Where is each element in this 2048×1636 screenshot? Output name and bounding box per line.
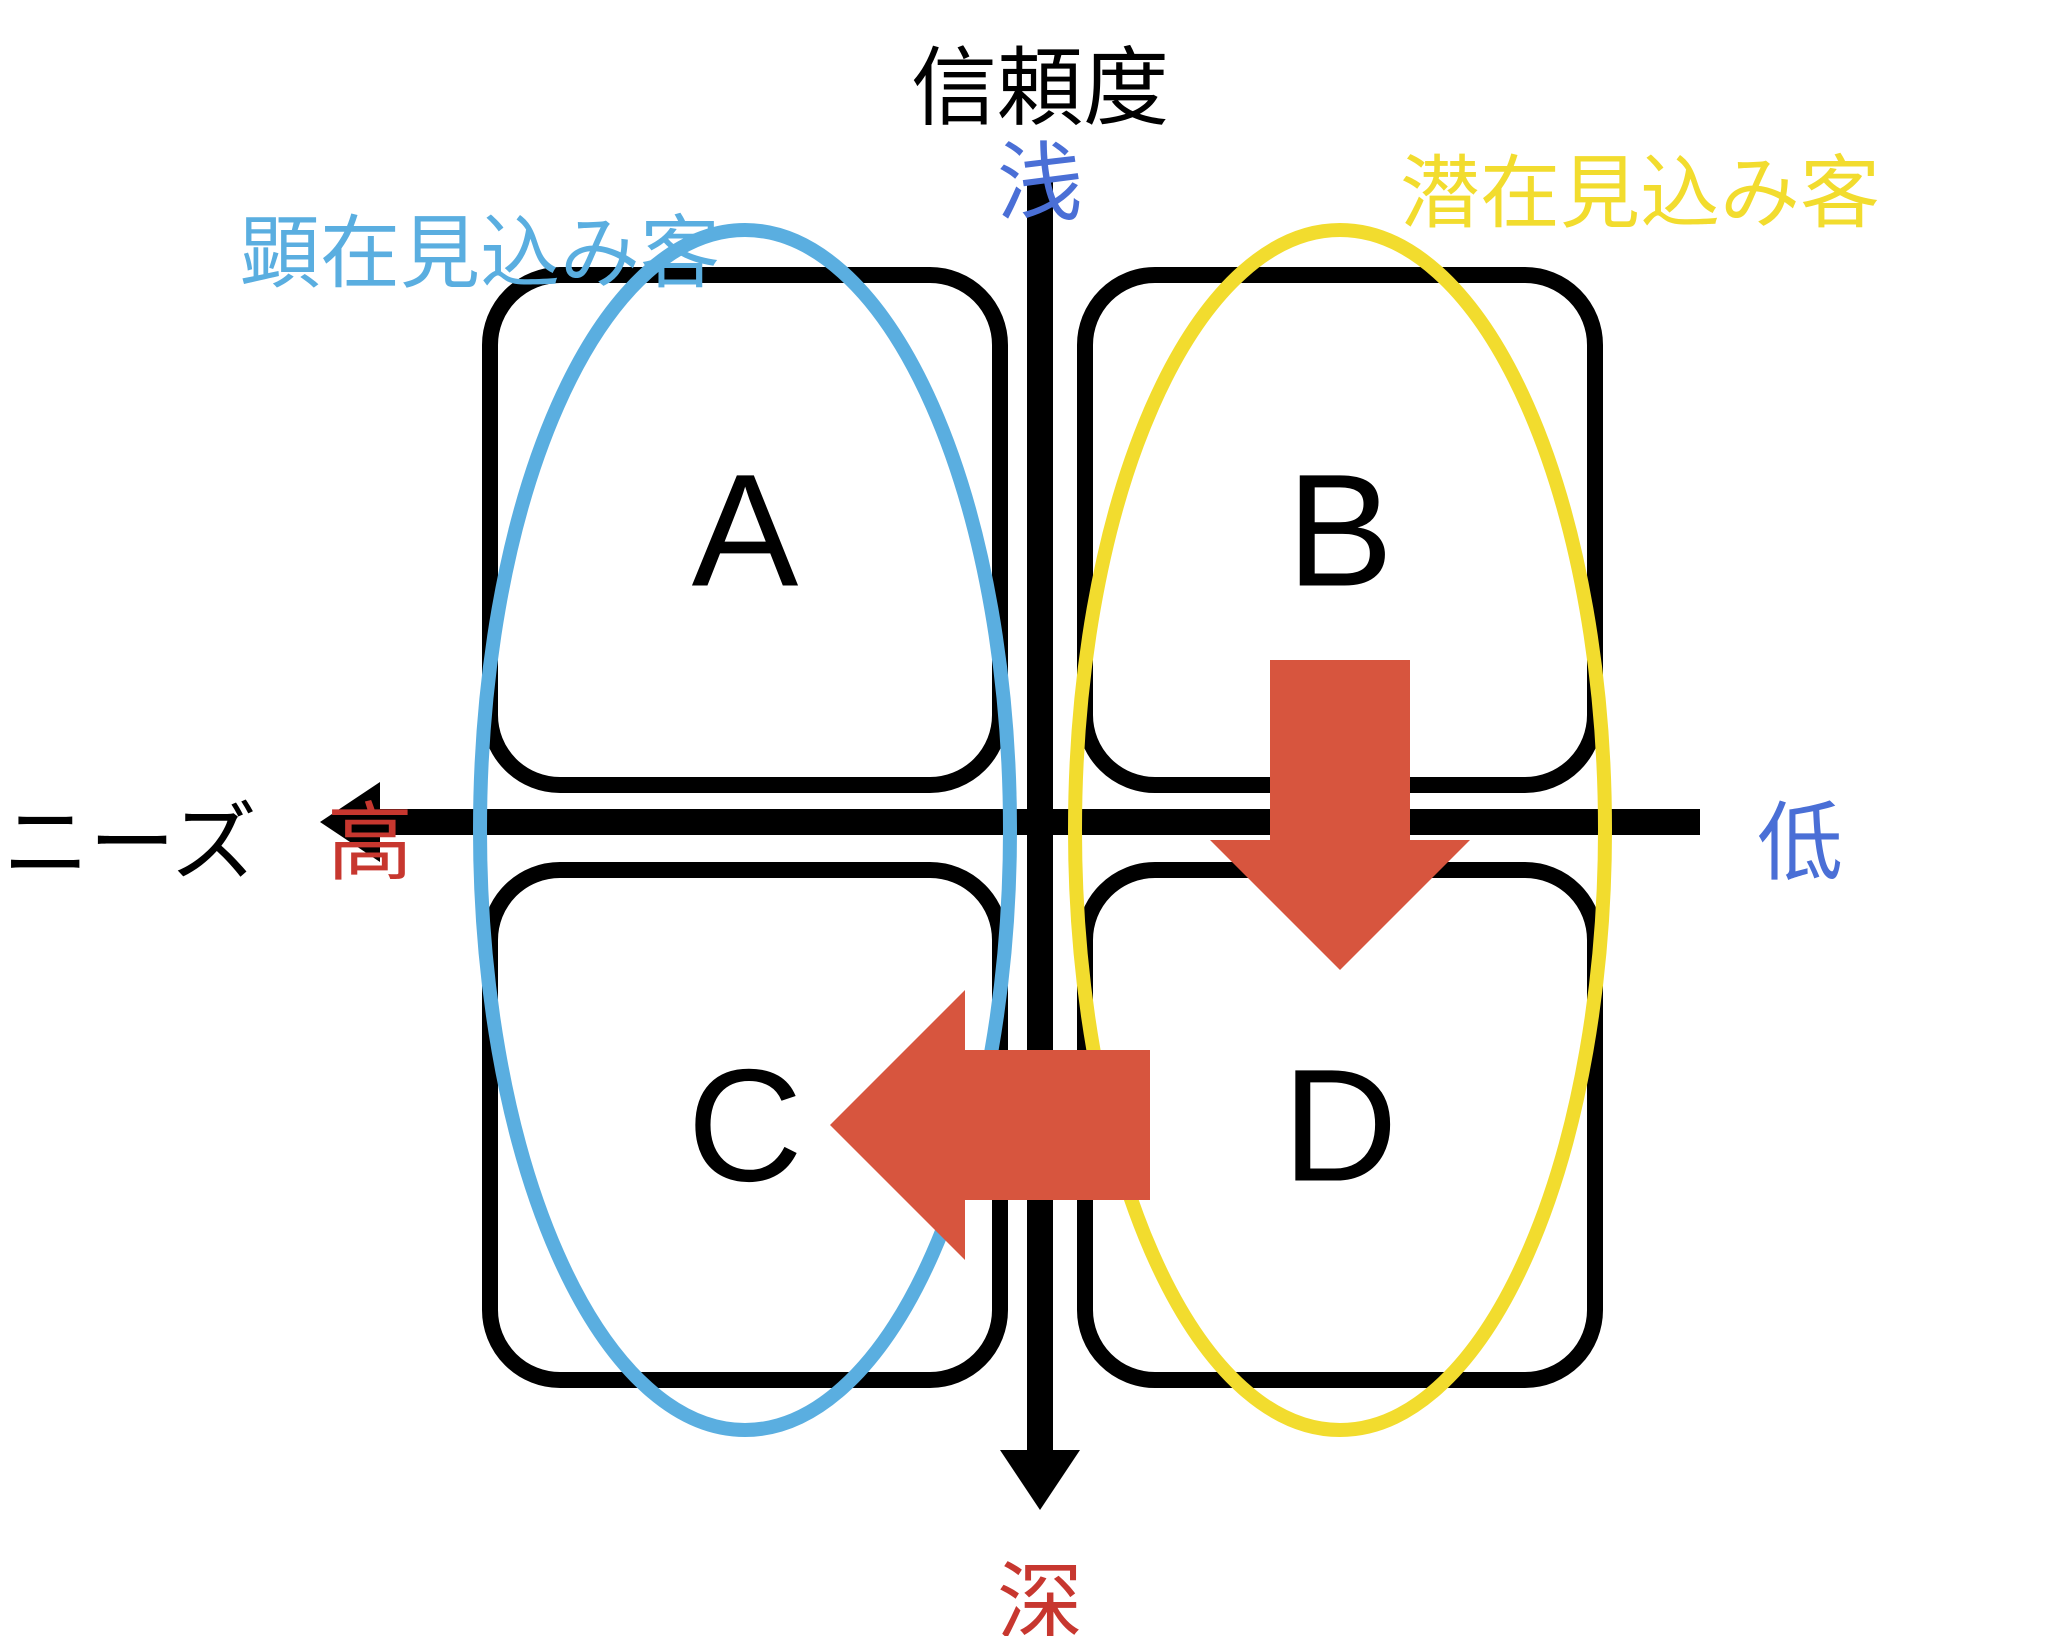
axis-vertical-title: 信頼度 [911,41,1169,137]
quadrant-b-label: B [1287,441,1394,620]
axis-top-label: 浅 [997,136,1083,232]
quadrant-diagram: A B C D 信頼度浅深 ニーズ高 低 顕在見込み客 潜在見込み客 [0,0,2048,1636]
quadrant-a-label: A [692,441,799,620]
quadrant-d-label: D [1282,1036,1398,1215]
group-label-left: 顕在見込み客 [240,209,720,298]
axis-right-label: 低 [1757,796,1843,892]
axis-down-arrowhead-icon [1000,1450,1080,1510]
group-label-right: 潜在見込み客 [1400,149,1880,238]
axis-horizontal-title: ニーズ [3,796,257,892]
quadrant-c-label: C [687,1036,803,1215]
axis-bottom-label: 深 [997,1556,1083,1636]
axis-left-label: 高 [327,796,413,892]
